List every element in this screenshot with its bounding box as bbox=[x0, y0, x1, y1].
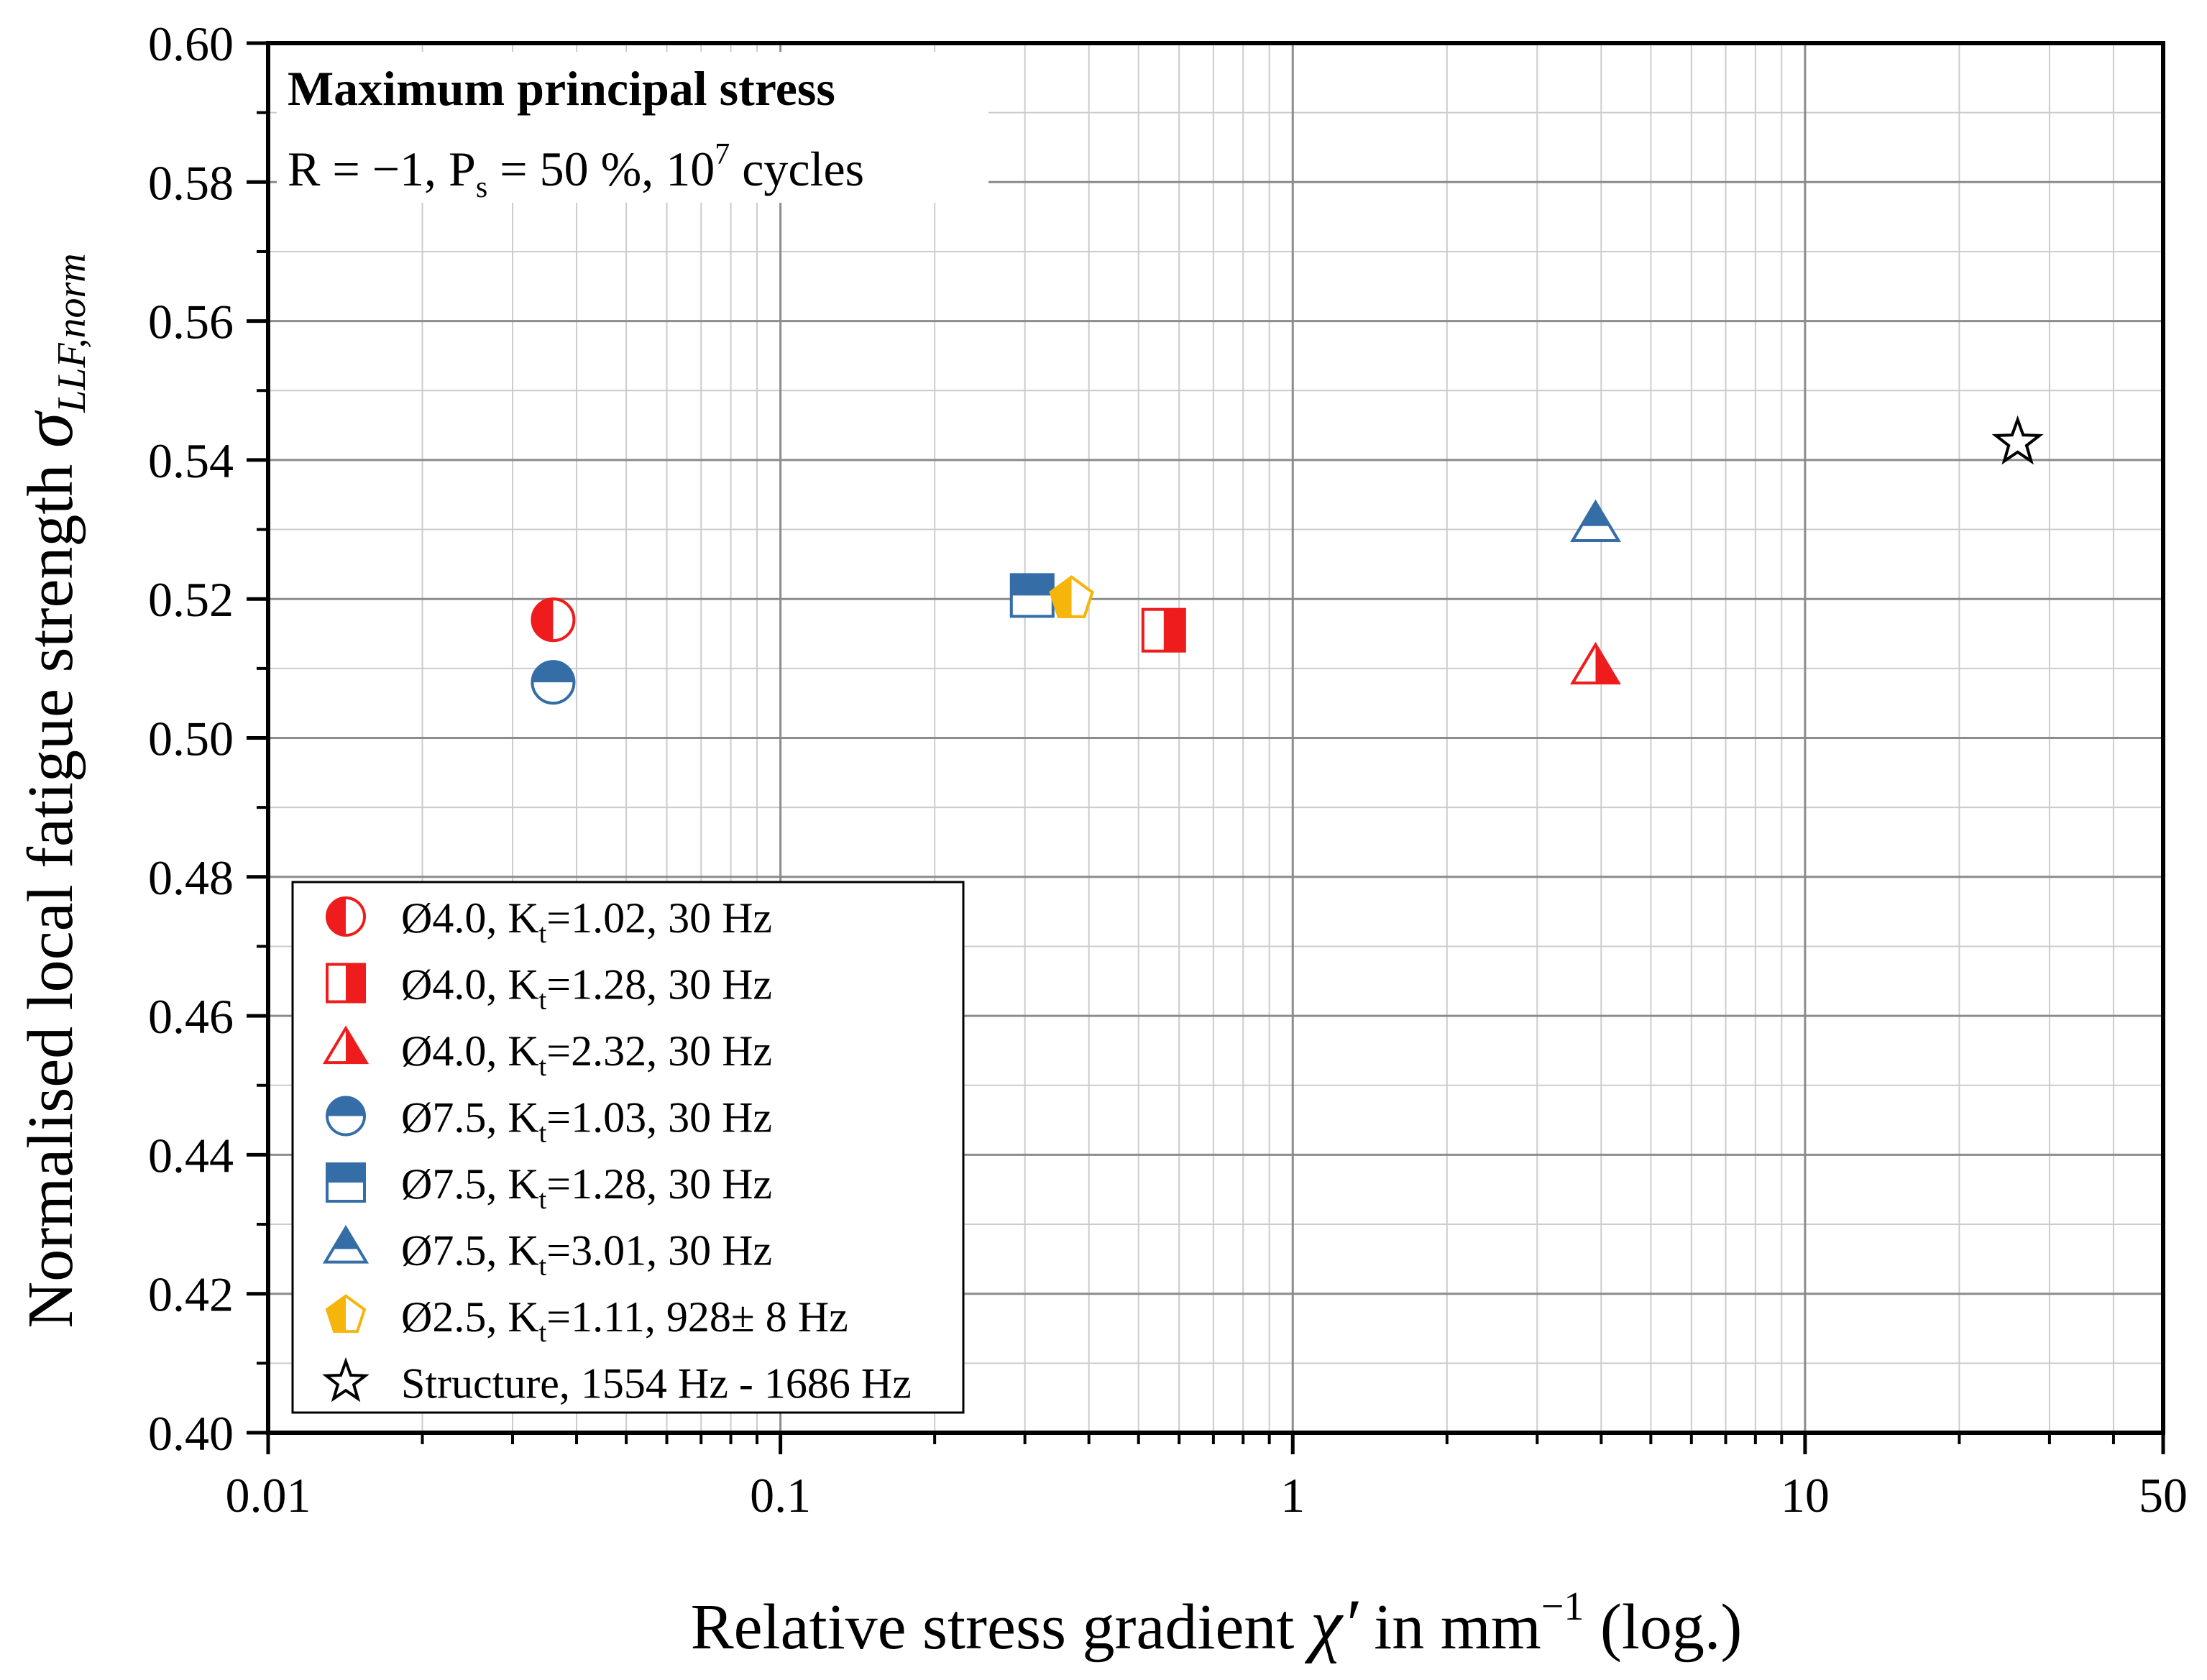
legend-marker-s1 bbox=[326, 896, 366, 937]
y-tick-label: 0.40 bbox=[148, 1406, 234, 1461]
legend-marker-s4 bbox=[326, 1096, 366, 1137]
plot-frame bbox=[266, 41, 2165, 1435]
data-point-s5 bbox=[1009, 573, 1055, 618]
y-tick-label: 0.44 bbox=[148, 1128, 234, 1183]
legend-marker-s7 bbox=[325, 1294, 367, 1334]
y-tick-label: 0.42 bbox=[148, 1267, 234, 1322]
y-tick-label: 0.56 bbox=[148, 295, 234, 349]
legend-marker-s6 bbox=[322, 1224, 370, 1264]
legend-label-s4: Ø7.5, Kt=1.03, 30 Hz bbox=[401, 1094, 772, 1149]
x-tick-label: 10 bbox=[1781, 1468, 1830, 1523]
legend-label-s2: Ø4.0, Kt=1.28, 30 Hz bbox=[401, 961, 772, 1016]
legend-marker-s5 bbox=[326, 1162, 366, 1203]
legend bbox=[291, 881, 965, 1414]
y-tick-label: 0.48 bbox=[148, 850, 234, 905]
x-tick-label: 1 bbox=[1280, 1468, 1305, 1523]
x-axis-label: Relative stress gradient χ′ in mm−1 (log… bbox=[691, 1584, 1743, 1664]
y-tick-label: 0.58 bbox=[148, 155, 234, 210]
data-point-s2 bbox=[1141, 607, 1186, 653]
annotation-box bbox=[277, 52, 988, 203]
data-point-s8 bbox=[1991, 415, 2044, 465]
legend-label-s5: Ø7.5, Kt=1.28, 30 Hz bbox=[401, 1160, 772, 1215]
y-tick-label: 0.60 bbox=[148, 17, 234, 71]
x-tick-label: 50 bbox=[2139, 1468, 2188, 1523]
legend-label-s7: Ø2.5, Kt=1.11, 928± 8 Hz bbox=[401, 1293, 848, 1348]
legend-marker-s2 bbox=[326, 963, 366, 1004]
y-tick-label: 0.50 bbox=[148, 712, 234, 766]
y-axis-label: Normalised local fatigue strength σLLF,n… bbox=[8, 253, 94, 1328]
data-point-s1 bbox=[531, 597, 576, 643]
data-point-s7 bbox=[1049, 575, 1094, 618]
chart-subtitle: R = −1, Ps = 50 %, 107 cycles bbox=[288, 138, 864, 204]
legend-label-s8: Structure, 1554 Hz - 1686 Hz bbox=[401, 1360, 912, 1408]
data-point-s4 bbox=[531, 660, 576, 705]
legend-marker-s8 bbox=[322, 1357, 370, 1403]
legend-label-s6: Ø7.5, Kt=3.01, 30 Hz bbox=[401, 1227, 772, 1282]
legend-label-s3: Ø4.0, Kt=2.32, 30 Hz bbox=[401, 1027, 772, 1082]
y-tick-label: 0.54 bbox=[148, 433, 234, 488]
grid-lines bbox=[267, 42, 2165, 1434]
data-point-s6 bbox=[1569, 499, 1621, 543]
x-tick-label: 0.01 bbox=[226, 1468, 311, 1523]
legend-items: Ø4.0, Kt=1.02, 30 Hz Ø4.0, Kt=1.28, 30 Hz… bbox=[322, 894, 912, 1408]
y-tick-labels: 0.40 0.42 0.44 0.46 0.48 0.50 0.52 0.54 0.56 0.58… bbox=[148, 17, 234, 1461]
data-point-s3 bbox=[1569, 641, 1621, 685]
data-points bbox=[531, 415, 2044, 705]
x-tick-label: 0.1 bbox=[750, 1468, 811, 1523]
x-tick-labels: 0.01 0.1 1 10 50 bbox=[226, 1468, 2188, 1523]
legend-label-s1: Ø4.0, Kt=1.02, 30 Hz bbox=[401, 894, 772, 949]
y-tick-label: 0.46 bbox=[148, 989, 234, 1044]
chart-title: Maximum principal stress bbox=[288, 61, 835, 116]
legend-marker-s3 bbox=[322, 1025, 370, 1065]
y-tick-label: 0.52 bbox=[148, 572, 234, 627]
